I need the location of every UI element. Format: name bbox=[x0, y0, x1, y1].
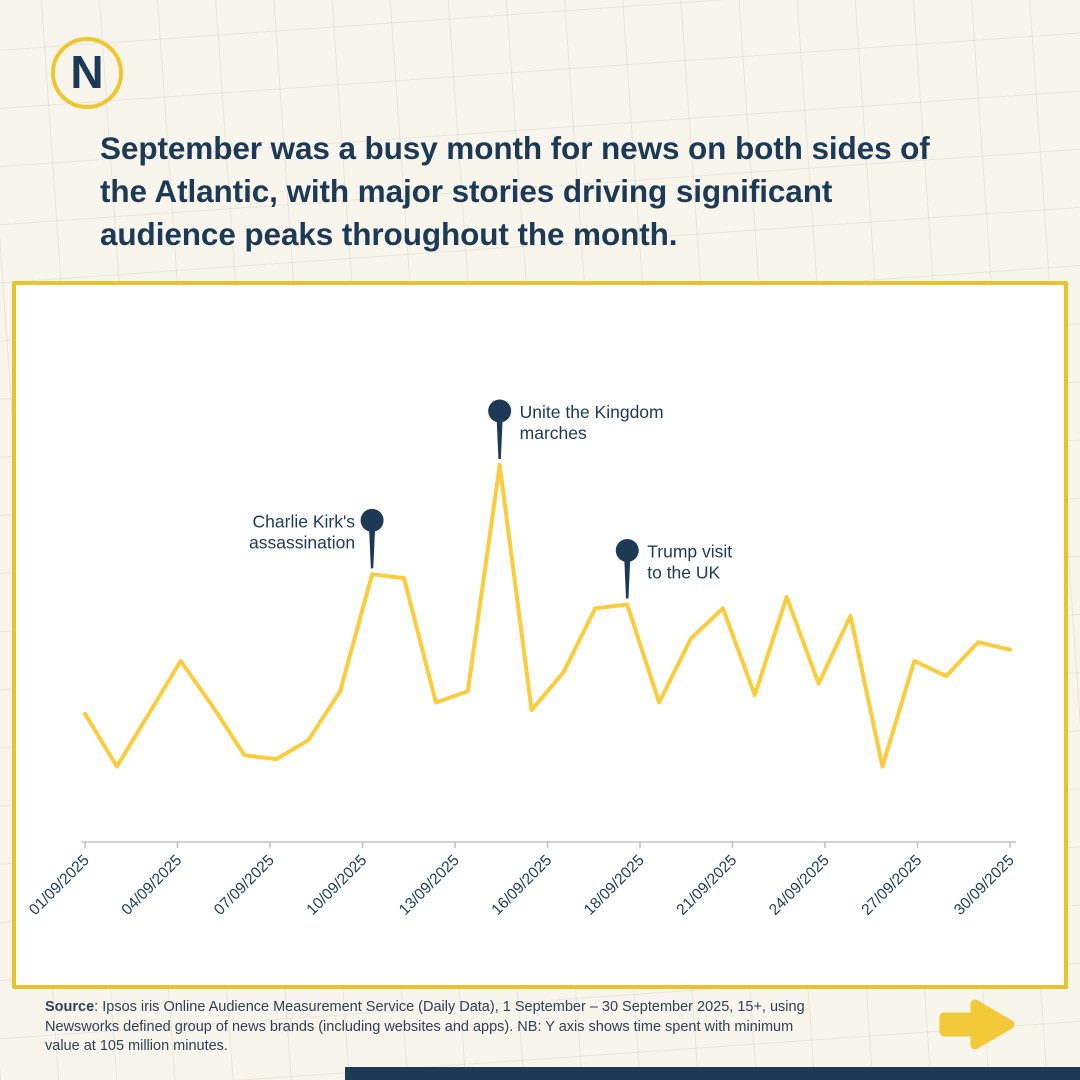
x-axis-label: 18/09/2025 bbox=[581, 852, 648, 919]
x-axis-label: 30/09/2025 bbox=[951, 852, 1018, 919]
source-text-1: : Ipsos iris Online Audience Measurement… bbox=[94, 999, 805, 1015]
event-pin-stem bbox=[369, 528, 376, 569]
page-title-line-3: audience peaks throughout the month. bbox=[100, 216, 678, 252]
source-note-line-3: value at 105 million minutes. bbox=[45, 1038, 228, 1054]
source-label: Source bbox=[45, 999, 95, 1015]
x-axis-label: 10/09/2025 bbox=[303, 852, 370, 919]
event-pin-stem bbox=[624, 558, 631, 599]
event-pin-icon bbox=[615, 538, 639, 562]
right-arrow-icon[interactable] bbox=[938, 995, 1018, 1055]
bottom-bar bbox=[345, 1067, 1080, 1080]
x-axis-label: 13/09/2025 bbox=[396, 852, 463, 919]
event-pin-stem bbox=[496, 419, 503, 459]
chart-card: 01/09/2025 04/09/2025 07/09/2025 10/09/2025… bbox=[12, 281, 1068, 989]
source-note: Source: Ipsos iris Online Audience Measu… bbox=[45, 998, 880, 1057]
source-note-line-2: Newsworks defined group of news brands (… bbox=[45, 1018, 794, 1035]
x-axis-label: 27/09/2025 bbox=[858, 852, 925, 919]
event-annotation-label: Charlie Kirk's assassination bbox=[249, 511, 355, 552]
x-axis-label: 01/09/2025 bbox=[26, 852, 93, 919]
x-axis-label: 21/09/2025 bbox=[673, 852, 740, 919]
x-axis-label: 24/09/2025 bbox=[766, 852, 833, 919]
event-annotation-label: Trump visit to the UK bbox=[647, 541, 732, 582]
audience-line bbox=[83, 463, 1012, 769]
page-title-line-2: the Atlantic, with major stories driving… bbox=[100, 173, 833, 209]
line-chart: 01/09/2025 04/09/2025 07/09/2025 10/09/2025… bbox=[26, 399, 1018, 919]
event-pin-icon bbox=[360, 508, 384, 532]
x-axis-label: 07/09/2025 bbox=[211, 852, 278, 919]
x-axis-label: 04/09/2025 bbox=[118, 852, 185, 919]
brand-logo: N bbox=[51, 37, 123, 109]
brand-logo-letter: N bbox=[70, 46, 104, 98]
event-annotation-label: Unite the Kingdom marches bbox=[520, 402, 664, 443]
source-note-line-1: Source: Ipsos iris Online Audience Measu… bbox=[45, 999, 805, 1015]
page-title-line-1: September was a busy month for news on b… bbox=[100, 130, 930, 166]
page-title: September was a busy month for news on b… bbox=[100, 127, 980, 256]
event-pin-icon bbox=[488, 399, 512, 423]
x-axis-label: 16/09/2025 bbox=[488, 852, 555, 919]
